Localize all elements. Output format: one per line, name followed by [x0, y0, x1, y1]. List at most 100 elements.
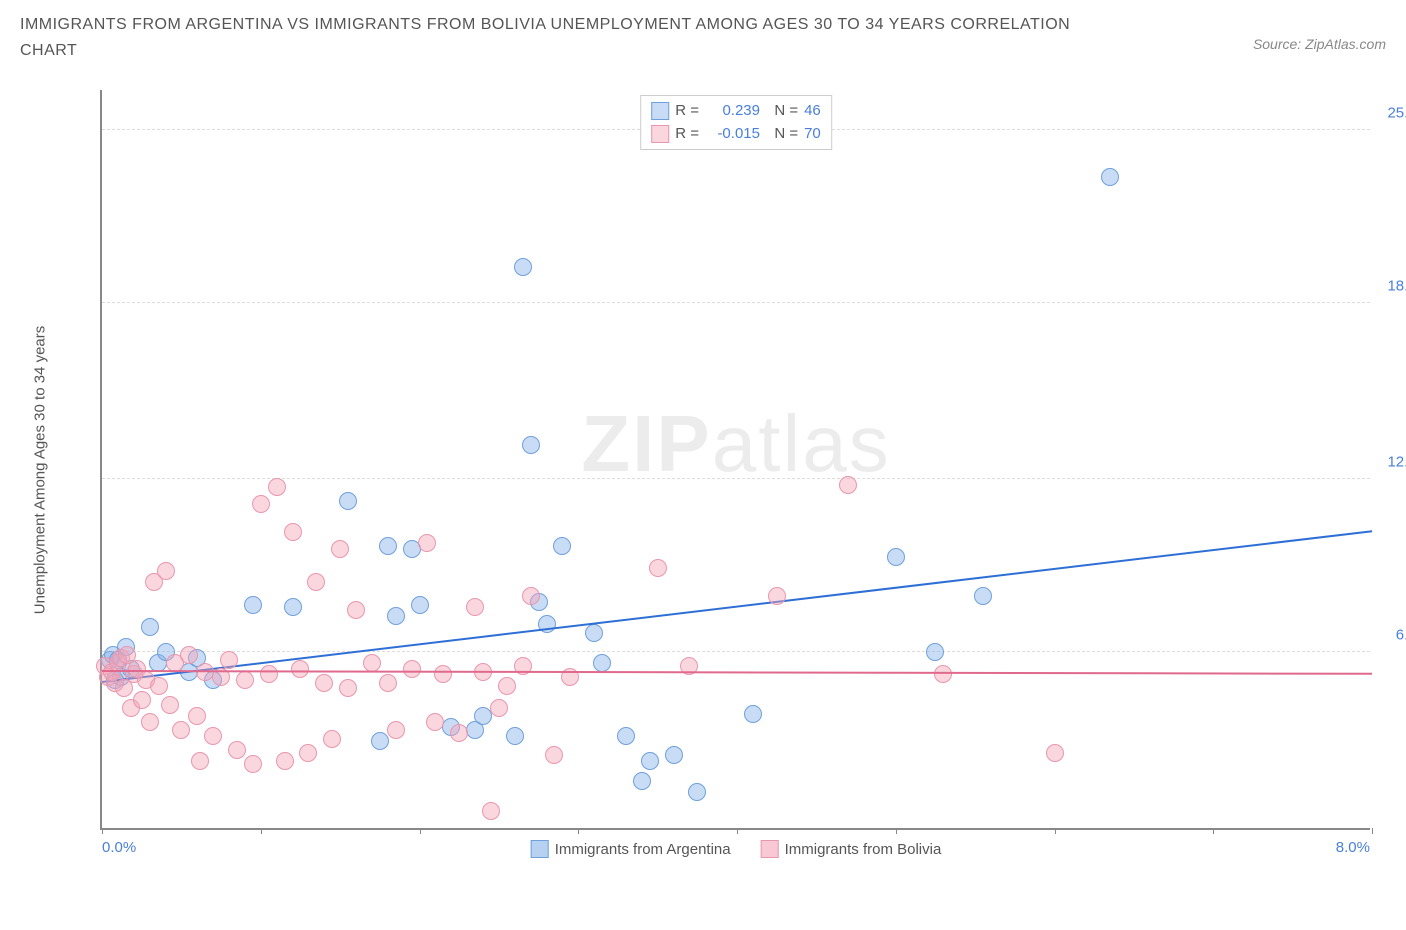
legend-swatch	[651, 102, 669, 120]
data-point	[934, 665, 952, 683]
data-point	[172, 721, 190, 739]
y-tick-label: 12.5%	[1387, 453, 1406, 470]
data-point	[482, 802, 500, 820]
data-point	[260, 665, 278, 683]
data-point	[188, 707, 206, 725]
data-point	[276, 752, 294, 770]
x-tick	[737, 828, 738, 834]
legend-series-label: Immigrants from Argentina	[555, 841, 731, 858]
data-point	[379, 674, 397, 692]
x-tick	[420, 828, 421, 834]
data-point	[284, 523, 302, 541]
chart-source: Source: ZipAtlas.com	[1253, 36, 1386, 52]
x-tick	[578, 828, 579, 834]
data-point	[323, 730, 341, 748]
data-point	[161, 696, 179, 714]
legend-n-value: 46	[804, 100, 821, 123]
data-point	[331, 540, 349, 558]
data-point	[387, 607, 405, 625]
data-point	[1101, 168, 1119, 186]
data-point	[545, 746, 563, 764]
data-point	[617, 727, 635, 745]
data-point	[553, 537, 571, 555]
data-point	[220, 651, 238, 669]
x-tick	[1055, 828, 1056, 834]
data-point	[228, 741, 246, 759]
data-point	[133, 691, 151, 709]
data-point	[252, 495, 270, 513]
legend-n-label: N =	[766, 123, 798, 146]
legend-series-label: Immigrants from Bolivia	[785, 841, 942, 858]
data-point	[926, 643, 944, 661]
data-point	[387, 721, 405, 739]
data-point	[522, 587, 540, 605]
x-tick	[896, 828, 897, 834]
data-point	[1046, 744, 1064, 762]
data-point	[299, 744, 317, 762]
data-point	[403, 660, 421, 678]
y-axis-title: Unemployment Among Ages 30 to 34 years	[32, 326, 49, 615]
x-max-label: 8.0%	[1336, 839, 1370, 856]
data-point	[633, 772, 651, 790]
data-point	[768, 587, 786, 605]
data-point	[141, 618, 159, 636]
data-point	[839, 476, 857, 494]
y-tick-label: 18.8%	[1387, 278, 1406, 295]
data-point	[315, 674, 333, 692]
data-point	[339, 492, 357, 510]
x-min-label: 0.0%	[102, 839, 136, 856]
data-point	[887, 548, 905, 566]
legend-series-item: Immigrants from Argentina	[531, 840, 731, 858]
data-point	[593, 654, 611, 672]
data-point	[141, 713, 159, 731]
data-point	[307, 573, 325, 591]
data-point	[450, 724, 468, 742]
data-point	[585, 624, 603, 642]
legend-stats: R = 0.239 N = 46R = -0.015 N = 70	[640, 95, 832, 150]
data-point	[244, 755, 262, 773]
data-point	[191, 752, 209, 770]
data-point	[498, 677, 516, 695]
legend-n-value: 70	[804, 123, 821, 146]
data-point	[649, 559, 667, 577]
legend-stat-row: R = -0.015 N = 70	[651, 123, 821, 146]
legend-r-value: -0.015	[705, 123, 760, 146]
data-point	[204, 727, 222, 745]
data-point	[506, 727, 524, 745]
data-point	[665, 746, 683, 764]
data-point	[291, 660, 309, 678]
data-point	[347, 601, 365, 619]
data-point	[236, 671, 254, 689]
data-point	[426, 713, 444, 731]
data-point	[522, 436, 540, 454]
data-point	[363, 654, 381, 672]
legend-stat-row: R = 0.239 N = 46	[651, 100, 821, 123]
data-point	[641, 752, 659, 770]
chart-container: Unemployment Among Ages 30 to 34 years Z…	[70, 90, 1370, 850]
legend-swatch	[531, 840, 549, 858]
x-tick	[1372, 828, 1373, 834]
data-point	[339, 679, 357, 697]
data-point	[244, 596, 262, 614]
data-point	[411, 596, 429, 614]
x-tick	[1213, 828, 1214, 834]
data-point	[744, 705, 762, 723]
data-point	[268, 478, 286, 496]
data-point	[379, 537, 397, 555]
data-point	[688, 783, 706, 801]
chart-title: IMMIGRANTS FROM ARGENTINA VS IMMIGRANTS …	[20, 12, 1120, 63]
plot-area: ZIPatlas R = 0.239 N = 46R = -0.015 N = …	[100, 90, 1370, 830]
legend-r-value: 0.239	[705, 100, 760, 123]
legend-r-label: R =	[675, 100, 699, 123]
data-point	[490, 699, 508, 717]
y-tick-label: 6.3%	[1396, 627, 1406, 644]
legend-series-item: Immigrants from Bolivia	[761, 840, 942, 858]
data-point	[418, 534, 436, 552]
legend-series: Immigrants from Argentina Immigrants from…	[531, 840, 942, 858]
legend-swatch	[651, 125, 669, 143]
gridline	[102, 302, 1370, 303]
data-point	[371, 732, 389, 750]
data-point	[180, 646, 198, 664]
y-tick-label: 25.0%	[1387, 104, 1406, 121]
gridline	[102, 651, 1370, 652]
